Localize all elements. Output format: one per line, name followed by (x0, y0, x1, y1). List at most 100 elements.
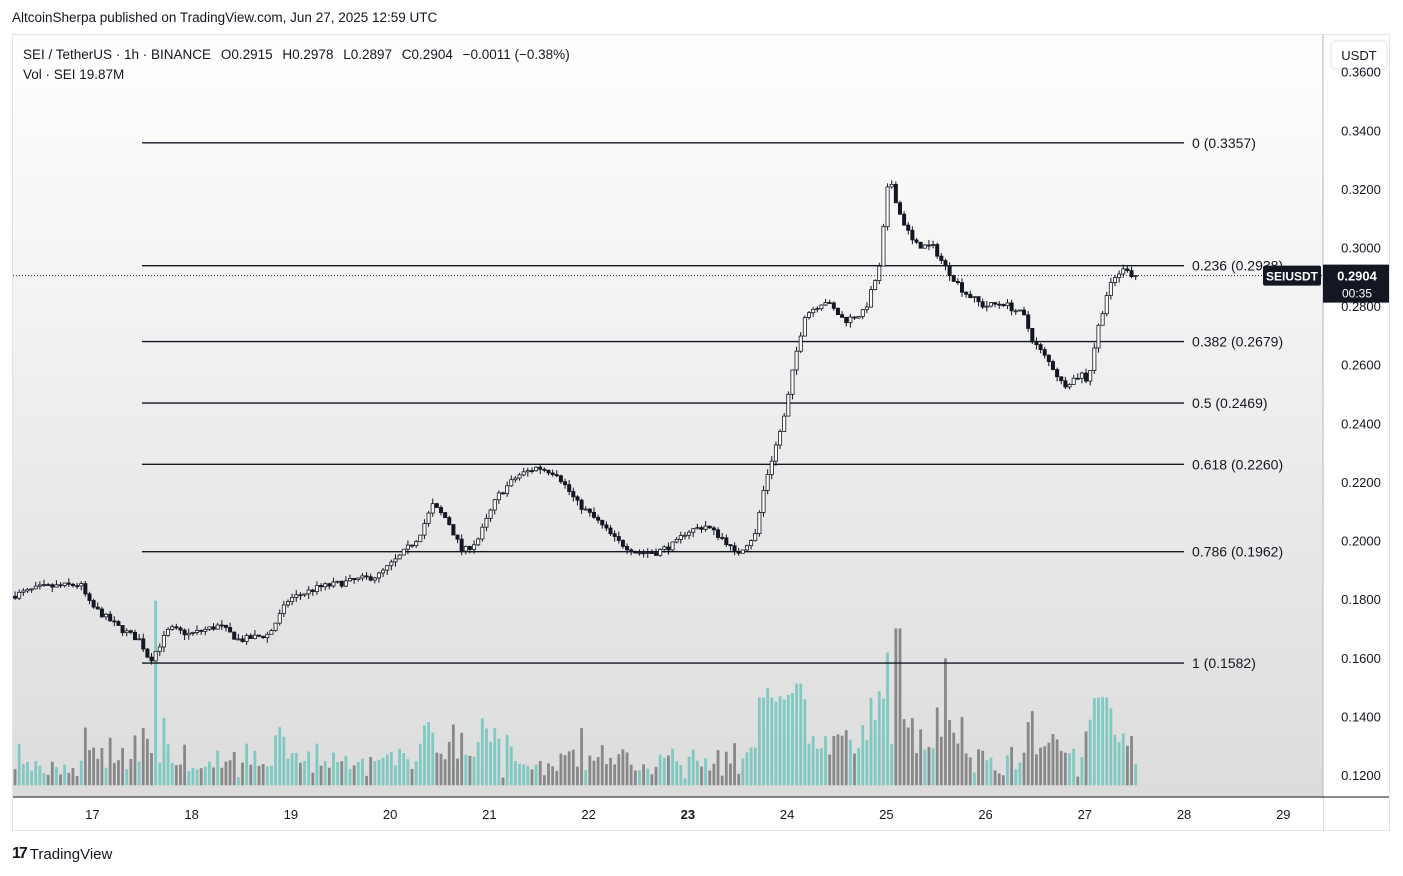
volume-bar (365, 775, 368, 786)
volume-bar (208, 761, 211, 786)
candle-body (616, 536, 621, 541)
volume-bar (844, 730, 848, 786)
fib-retracement[interactable]: 0 (0.3357) 0.236 (0.2938) 0.382 (0.2679) 0.… (142, 135, 1283, 671)
volume-bar (1113, 734, 1117, 786)
candle-body (252, 634, 257, 639)
price-chart[interactable]: 0 (0.3357) 0.236 (0.2938) 0.382 (0.2679) 0.… (13, 35, 1390, 831)
volume-bar (621, 749, 625, 786)
volume-bar (270, 765, 273, 786)
volume-bar (212, 767, 215, 786)
price-tick-label: 0.1200 (1341, 768, 1381, 783)
volume-bar (774, 701, 778, 786)
volume-bar (542, 775, 546, 786)
volume-bar (493, 728, 497, 786)
volume-bar (906, 727, 910, 786)
volume-bar (1006, 755, 1009, 786)
candle-body (769, 460, 774, 475)
volume-bar (1092, 698, 1096, 786)
candle-body (195, 629, 200, 633)
candle-body (935, 244, 940, 257)
candle-body (525, 470, 530, 473)
volume-bar (348, 769, 352, 786)
volume-legend[interactable]: Vol · SEI 19.87M (23, 67, 125, 82)
candle-body (62, 582, 67, 586)
volume-bar (311, 772, 315, 786)
volume-bar (704, 758, 708, 786)
volume-bar (249, 764, 253, 786)
volume-bar (389, 751, 393, 786)
candle-body (161, 635, 166, 648)
candle-body (348, 577, 353, 582)
ohlc-row: SEI / TetherUS · 1h · BINANCE O0.2915 H0… (23, 45, 576, 65)
volume-bar (1055, 739, 1059, 786)
volume-bar (675, 761, 679, 786)
candle-body (418, 534, 423, 543)
chart-panel[interactable]: 0 (0.3357) 0.236 (0.2938) 0.382 (0.2679) 0.… (12, 34, 1390, 831)
tradingview-logo[interactable]: 17 TradingView (12, 845, 112, 863)
volume-bar (373, 761, 377, 786)
volume-bar (1130, 736, 1133, 786)
volume-bar (762, 697, 765, 786)
price-tick-label: 0.3000 (1341, 240, 1381, 255)
volume-bar (861, 725, 865, 786)
volume-bar (195, 769, 199, 786)
time-tick-label: 23 (681, 807, 695, 822)
candle-body (447, 517, 452, 525)
volume-bar (596, 757, 600, 786)
candle-body (976, 296, 981, 303)
volume-bar (915, 753, 918, 786)
volume-bar (298, 762, 302, 786)
candle-body (678, 535, 683, 540)
price-tick-label: 0.3600 (1341, 65, 1381, 80)
candle-body (579, 499, 584, 510)
volume-bar (236, 777, 240, 786)
candle-body (54, 584, 59, 588)
candle-body (120, 625, 125, 634)
candle-body (827, 302, 832, 304)
candle-body (422, 523, 427, 536)
candle-body (869, 289, 874, 308)
currency-button[interactable] (1330, 40, 1388, 70)
candle-body (207, 626, 212, 630)
candle-body (666, 546, 671, 551)
volume-bar (241, 762, 244, 786)
volume-bar (939, 736, 943, 786)
candle-body (873, 280, 878, 290)
candle-body (864, 306, 869, 311)
price-axis[interactable]: USDT 0.3600 0.3400 0.3200 0.3000 0.2800 0.2600… (1322, 35, 1390, 831)
time-tick-label: 29 (1276, 807, 1290, 822)
volume-bar (303, 760, 306, 786)
candle-body (1050, 361, 1055, 370)
candle-body (153, 650, 158, 662)
time-axis-bg (13, 797, 1323, 830)
candle-body (372, 577, 377, 581)
volume-bar (1068, 753, 1071, 786)
high-value: H0.2978 (282, 47, 334, 62)
candle-body (575, 496, 580, 501)
volume-bar (882, 698, 885, 786)
candle-body (802, 317, 807, 337)
volume-bar (141, 728, 145, 786)
candle-body (244, 635, 249, 642)
candle-body (658, 548, 663, 556)
volume-bar (910, 718, 914, 786)
volume-bar (332, 752, 335, 786)
candle-body (546, 469, 551, 474)
candle-body (968, 293, 973, 299)
candle-body (583, 508, 588, 511)
candle-body (484, 517, 489, 528)
candle-body (554, 474, 559, 477)
symbol-label[interactable]: SEI / TetherUS · 1h · BINANCE (23, 47, 212, 62)
candle-body (1100, 313, 1105, 326)
time-axis[interactable]: 17 18 19 20 21 22 23 24 25 26 27 28 29 (13, 796, 1390, 831)
candle-body (476, 538, 481, 546)
candle-body (732, 545, 737, 552)
candle-body (480, 526, 485, 540)
candle-body (596, 516, 601, 521)
candle-body (798, 335, 803, 352)
candle-body (112, 620, 117, 623)
candle-body (931, 244, 936, 246)
volume-bar (1076, 776, 1080, 786)
price-tick-label: 0.1400 (1341, 709, 1381, 724)
candle-body (902, 213, 907, 226)
